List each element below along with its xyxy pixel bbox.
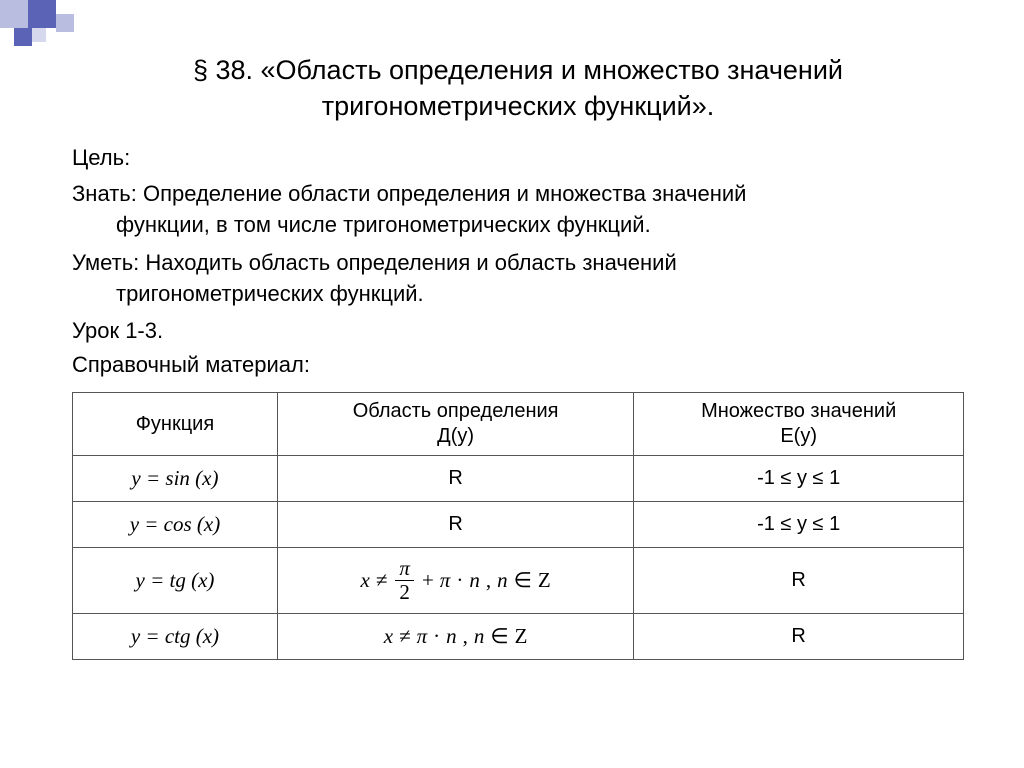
cell-domain: x≠π·n,n∈Z bbox=[277, 614, 633, 660]
cell-range: -1 ≤ y ≤ 1 bbox=[634, 456, 964, 502]
page-title: § 38. «Область определения и множество з… bbox=[72, 52, 964, 125]
tg-domain-formula: x≠ π2 +π·n,n∈Z bbox=[361, 558, 551, 603]
able-line-2: тригонометрических функций. bbox=[72, 279, 964, 310]
cell-fn: y = ctg (x) bbox=[73, 614, 278, 660]
table-header-row: Функция Область определения Д(y) Множест… bbox=[73, 393, 964, 456]
deco-square bbox=[32, 28, 46, 42]
cell-domain: x≠ π2 +π·n,n∈Z bbox=[277, 548, 633, 614]
ctg-domain-formula: x≠π·n,n∈Z bbox=[384, 624, 528, 649]
col-function: Функция bbox=[73, 393, 278, 456]
reference-label: Справочный материал: bbox=[72, 352, 964, 378]
know-line-2: функции, в том числе тригонометрических … bbox=[72, 210, 964, 241]
col-range: Множество значений E(y) bbox=[634, 393, 964, 456]
table-row: y = tg (x) x≠ π2 +π·n,n∈Z R bbox=[73, 548, 964, 614]
cell-range: R bbox=[634, 614, 964, 660]
able-line-1: Уметь: Находить область определения и об… bbox=[72, 248, 964, 279]
col-domain-l2: Д(y) bbox=[437, 425, 474, 447]
col-range-l1: Множество значений bbox=[701, 400, 896, 422]
col-range-l2: E(y) bbox=[780, 425, 817, 447]
cell-fn: y = cos (x) bbox=[73, 502, 278, 548]
deco-square bbox=[0, 0, 28, 28]
cell-fn: y = tg (x) bbox=[73, 548, 278, 614]
cell-fn: y = sin (x) bbox=[73, 456, 278, 502]
title-line-1: § 38. «Область определения и множество з… bbox=[193, 55, 843, 85]
cell-range: R bbox=[634, 548, 964, 614]
table-row: y = ctg (x) x≠π·n,n∈Z R bbox=[73, 614, 964, 660]
deco-square bbox=[56, 14, 74, 32]
cell-range: -1 ≤ y ≤ 1 bbox=[634, 502, 964, 548]
know-line-1: Знать: Определение области определения и… bbox=[72, 179, 964, 210]
cell-domain: R bbox=[277, 456, 633, 502]
col-domain-l1: Область определения bbox=[353, 400, 559, 422]
col-domain: Область определения Д(y) bbox=[277, 393, 633, 456]
table-row: y = sin (x) R -1 ≤ y ≤ 1 bbox=[73, 456, 964, 502]
deco-square bbox=[28, 0, 56, 28]
corner-decoration bbox=[0, 0, 180, 60]
table-row: y = cos (x) R -1 ≤ y ≤ 1 bbox=[73, 502, 964, 548]
goal-label: Цель: bbox=[72, 145, 964, 171]
title-line-2: тригонометрических функций». bbox=[322, 91, 715, 121]
trig-table: Функция Область определения Д(y) Множест… bbox=[72, 392, 964, 660]
lesson-range: Урок 1-3. bbox=[72, 318, 964, 344]
cell-domain: R bbox=[277, 502, 633, 548]
deco-square bbox=[14, 28, 32, 46]
slide-content: § 38. «Область определения и множество з… bbox=[72, 52, 964, 660]
